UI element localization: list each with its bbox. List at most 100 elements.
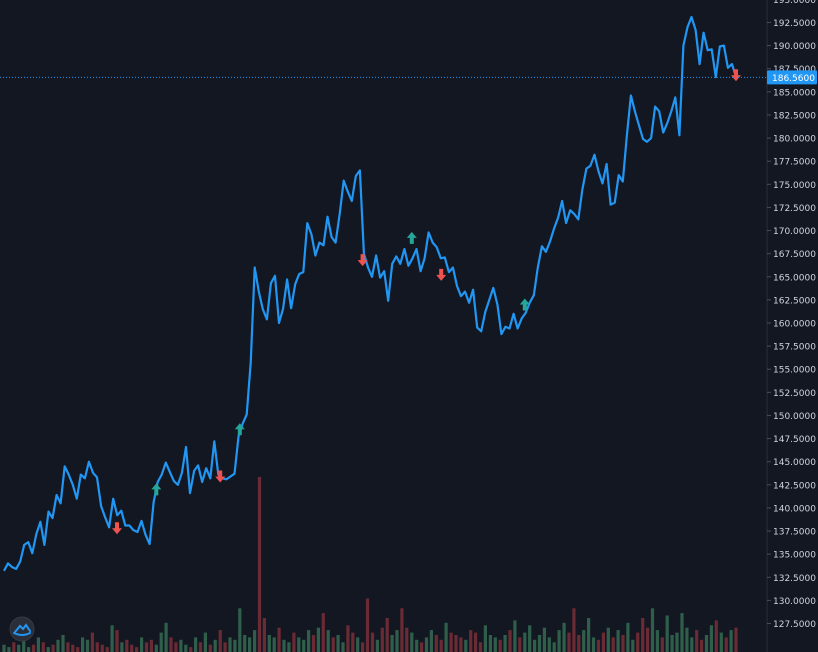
price-line xyxy=(3,15,738,572)
volume-bar xyxy=(81,637,85,652)
axis-tick-label: 185.0000 xyxy=(773,88,816,98)
volume-bar xyxy=(194,637,198,652)
volume-bar xyxy=(144,642,149,652)
volume-bar xyxy=(7,647,11,652)
volume-bar xyxy=(36,637,40,652)
volume-bar xyxy=(498,639,502,652)
volume-bar xyxy=(76,647,80,652)
volume-bar xyxy=(380,627,384,652)
axis-tick-label: 177.5000 xyxy=(773,158,816,168)
last-price-label: 186.5600 xyxy=(772,74,815,84)
volume-bar xyxy=(12,642,16,652)
volume-bar xyxy=(557,630,561,652)
volume-bar xyxy=(71,644,75,652)
volume-bar xyxy=(478,642,483,652)
volume-bar xyxy=(321,613,325,652)
volume-bar xyxy=(130,644,134,652)
volume-bar xyxy=(174,642,178,652)
buy-signal-up-arrow-icon xyxy=(234,423,245,436)
volume-bar xyxy=(587,618,591,652)
axis-tick-label: 132.5000 xyxy=(773,574,816,584)
volume-bar xyxy=(616,630,620,652)
volume-bar xyxy=(336,635,340,652)
volume-bar xyxy=(459,637,463,652)
volume-bar xyxy=(233,639,237,652)
axis-tick-label: 127.5000 xyxy=(773,620,816,630)
volume-bar xyxy=(420,642,424,652)
sell-signal-down-arrow-icon xyxy=(436,268,447,281)
buy-signal-up-arrow-icon xyxy=(406,231,417,244)
axis-tick-label: 145.0000 xyxy=(773,458,816,468)
volume-bar xyxy=(164,622,168,652)
axis-tick-label: 175.0000 xyxy=(773,181,816,191)
volume-bar xyxy=(208,644,212,652)
volume-bar xyxy=(429,630,433,652)
axis-tick-label: 150.0000 xyxy=(773,412,816,422)
volume-bar xyxy=(542,627,546,652)
volume-bar xyxy=(346,625,350,652)
volume-bar xyxy=(95,642,99,652)
volume-bar xyxy=(410,632,414,652)
volume-bar xyxy=(444,622,448,652)
volume-bar xyxy=(454,635,458,652)
volume-bar xyxy=(631,639,635,652)
volume-bar xyxy=(734,627,738,652)
volume-bar xyxy=(238,608,242,652)
volume-bar xyxy=(488,635,492,652)
volume-bar xyxy=(262,618,266,652)
axis-tick-label: 195.0000 xyxy=(773,0,816,6)
axis-tick-label: 170.0000 xyxy=(773,227,816,237)
volume-bar xyxy=(385,618,389,652)
volume-bar xyxy=(149,639,153,652)
volume-bar xyxy=(243,635,247,652)
volume-bar xyxy=(690,637,694,652)
volume-bar xyxy=(704,635,709,652)
volume-bar xyxy=(66,642,70,652)
volume-bar xyxy=(316,627,320,652)
volume-bar xyxy=(400,608,404,652)
price-series xyxy=(3,15,738,572)
volume-bar xyxy=(646,627,650,652)
volume-bar xyxy=(700,639,704,652)
volume-bar xyxy=(483,625,487,652)
axis-tick-label: 155.0000 xyxy=(773,366,816,376)
logo-button[interactable] xyxy=(9,616,35,642)
volume-bar xyxy=(341,642,345,652)
volume-bar xyxy=(277,627,281,652)
volume-bar xyxy=(228,637,232,652)
sell-signal-down-arrow-icon xyxy=(112,522,122,535)
axis-tick-label: 190.0000 xyxy=(773,42,816,52)
volume-bar xyxy=(115,630,119,652)
volume-bar xyxy=(665,615,669,652)
volume-bar xyxy=(724,637,728,652)
axis-tick-label: 140.0000 xyxy=(773,504,816,514)
volume-bar xyxy=(606,627,610,652)
volume-bar xyxy=(390,635,394,652)
volume-bar xyxy=(154,644,158,652)
volume-bar xyxy=(582,630,586,652)
volume-bar xyxy=(503,635,507,652)
volume-bar xyxy=(547,637,551,652)
volume-bar xyxy=(307,630,311,652)
volume-bar xyxy=(287,642,291,652)
volume-bar xyxy=(650,608,655,652)
volume-bar xyxy=(27,647,31,652)
volume-bar xyxy=(562,622,566,652)
volume-bar xyxy=(719,632,723,652)
volume-bar xyxy=(729,630,733,652)
volume-bar xyxy=(469,630,473,652)
volume-bar xyxy=(203,632,207,652)
volume-bar xyxy=(120,642,124,652)
volume-bar xyxy=(267,635,271,652)
volume-bar xyxy=(518,637,522,652)
volume-bar xyxy=(326,630,330,652)
volume-bar xyxy=(660,637,664,652)
volume-bar xyxy=(474,632,478,652)
volume-bar xyxy=(213,639,217,652)
last-price-tag: 186.5600 xyxy=(767,70,817,85)
price-axis[interactable]: 127.5000 130.0000 132.5000 135.0000 137.5000… xyxy=(767,0,816,630)
volume-bar xyxy=(680,613,684,652)
axis-tick-label: 187.5000 xyxy=(773,65,816,75)
